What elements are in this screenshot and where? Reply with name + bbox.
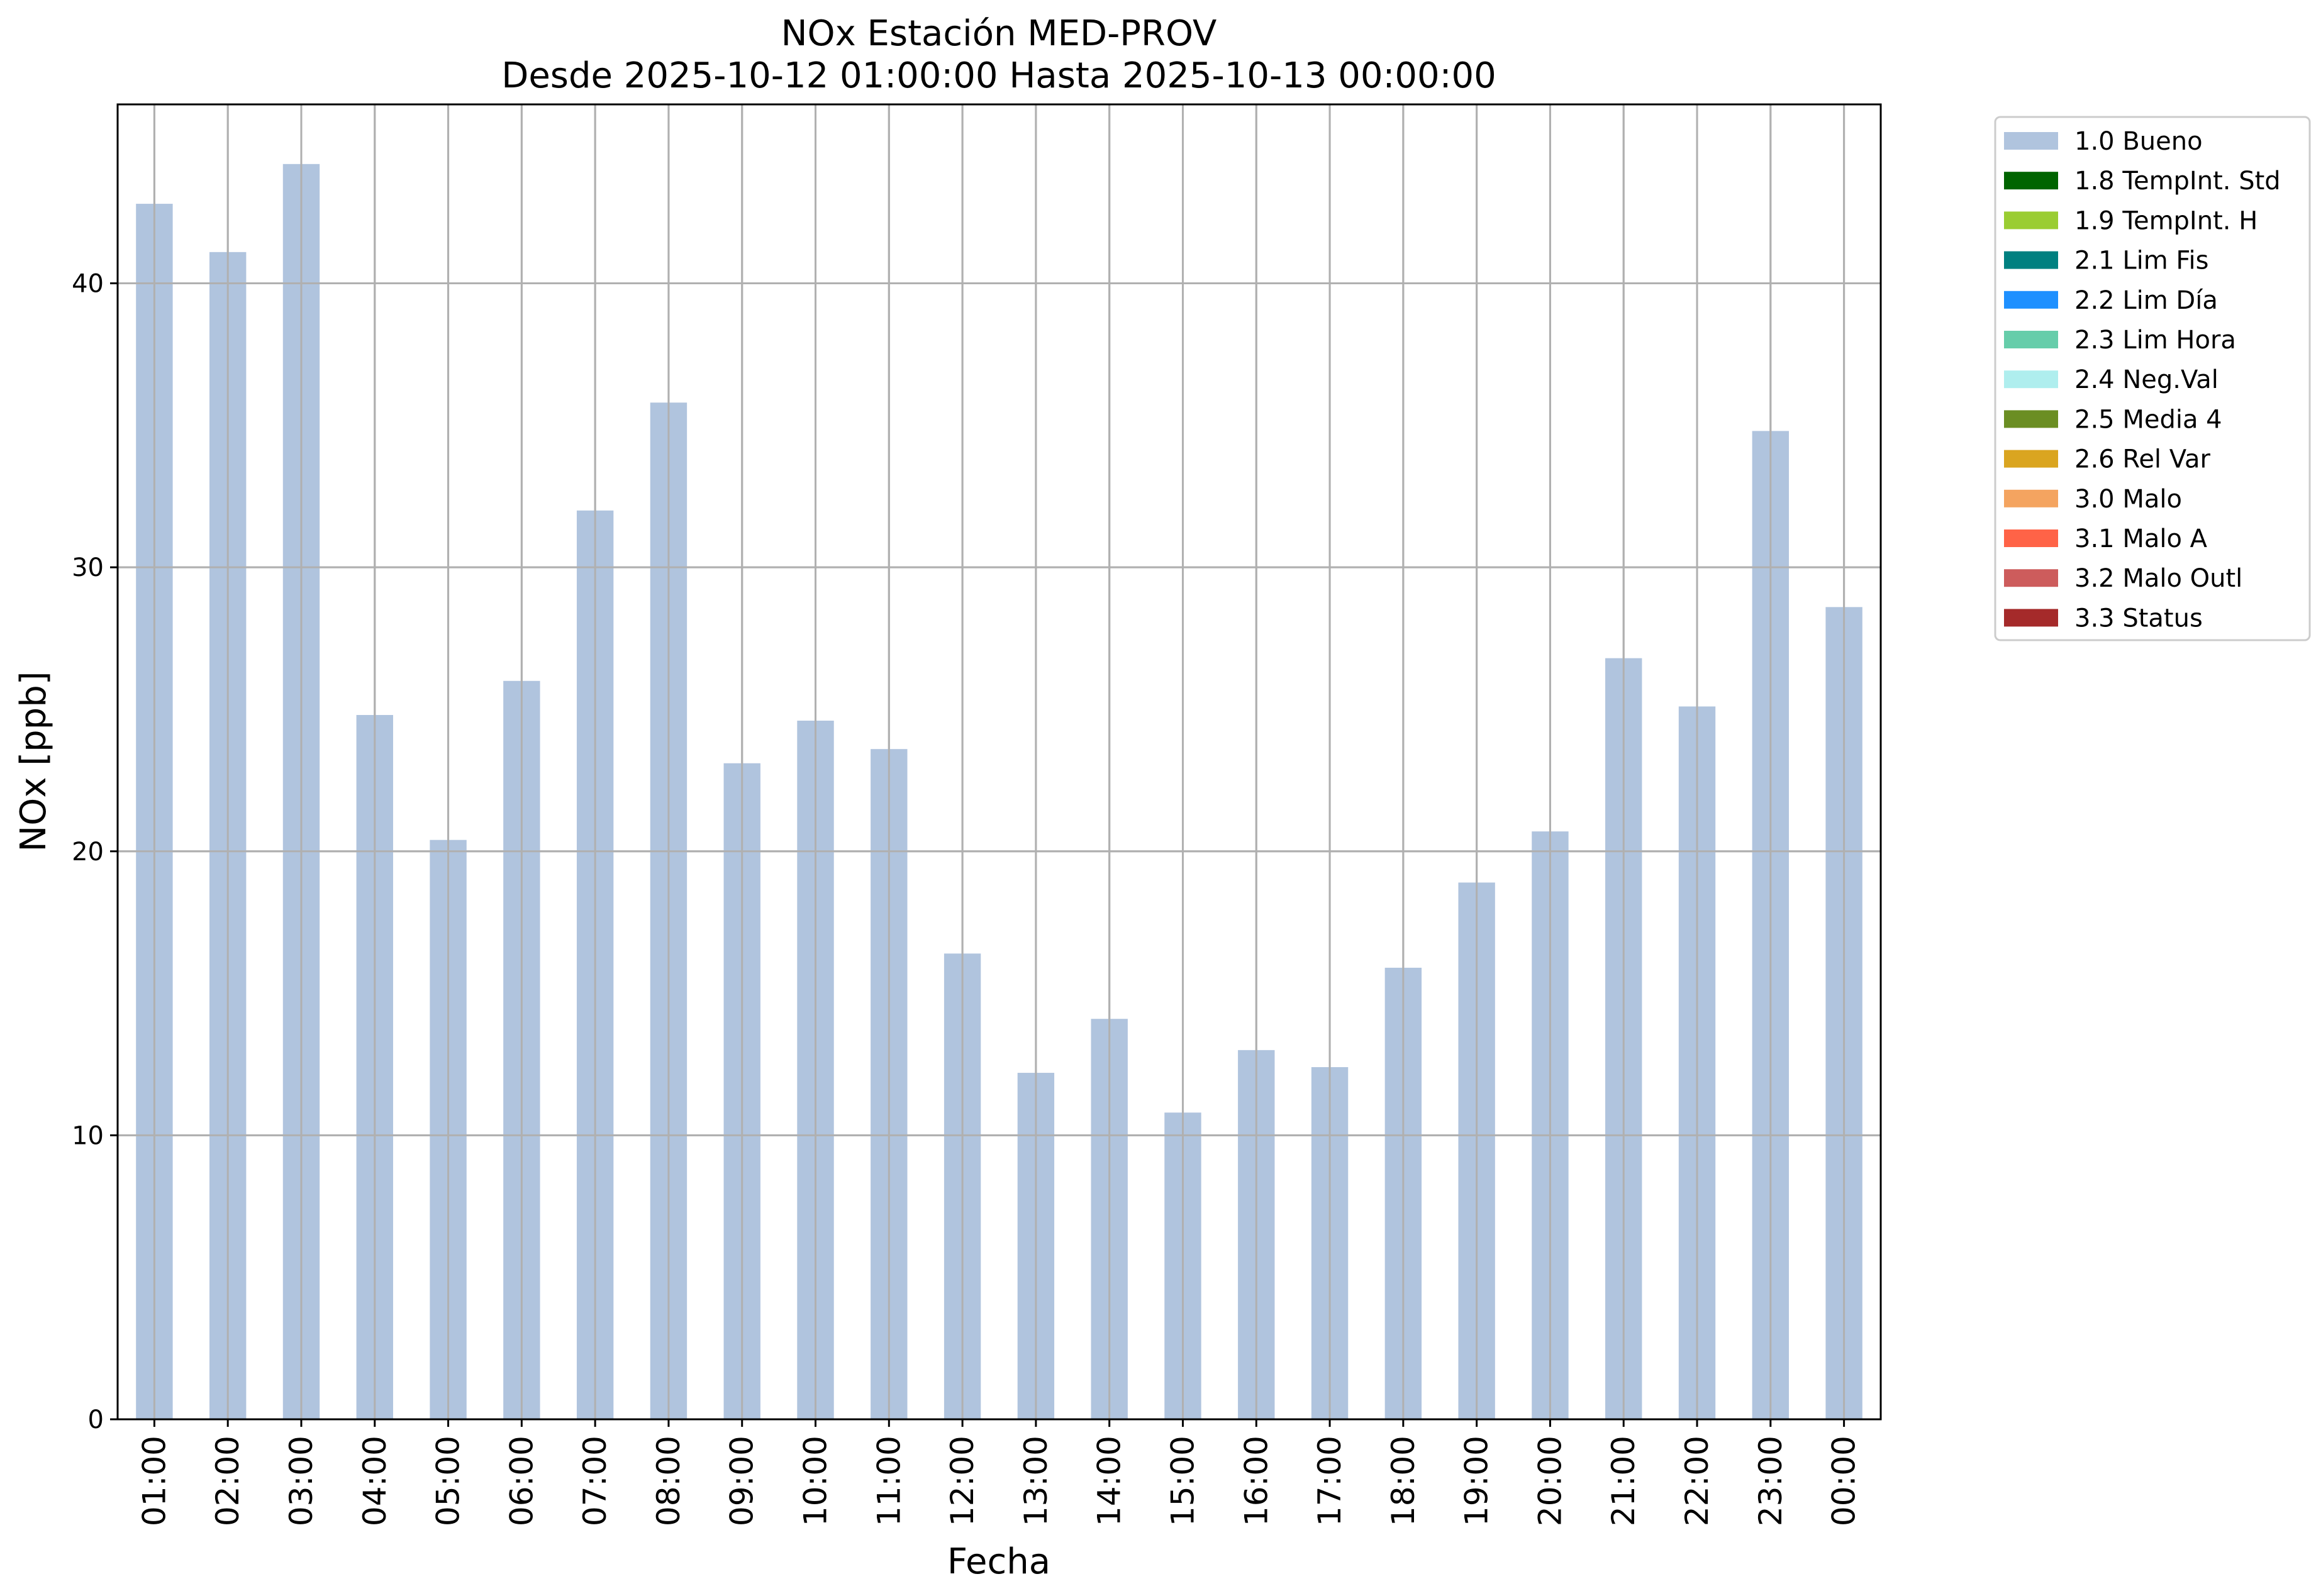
- x-tick-label: 12:00: [944, 1436, 981, 1526]
- x-tick-label: 02:00: [209, 1436, 246, 1526]
- y-tick-label: 20: [72, 838, 104, 867]
- legend-swatch: [2004, 450, 2058, 468]
- x-tick-label: 05:00: [430, 1436, 467, 1526]
- legend-swatch: [2004, 211, 2058, 230]
- x-tick-label: 17:00: [1311, 1436, 1348, 1526]
- plot-frame: [116, 103, 1882, 1421]
- legend-swatch: [2004, 489, 2058, 507]
- legend-label: 2.4 Neg.Val: [2074, 365, 2219, 394]
- x-tick-label: 16:00: [1238, 1436, 1274, 1526]
- legend-label: 3.2 Malo Outl: [2074, 564, 2242, 593]
- legend-label: 2.6 Rel Var: [2074, 445, 2211, 474]
- legend-swatch: [2004, 410, 2058, 428]
- y-tick-label: 0: [88, 1405, 104, 1434]
- legend-label: 3.1 Malo A: [2074, 524, 2208, 553]
- legend-label: 3.3 Status: [2074, 604, 2203, 633]
- legend-swatch: [2004, 251, 2058, 269]
- legend-label: 2.3 Lim Hora: [2074, 326, 2236, 355]
- legend-label: 2.5 Media 4: [2074, 405, 2222, 434]
- x-tick-label: 00:00: [1826, 1436, 1862, 1526]
- y-axis-label: NOx [ppb]: [13, 671, 54, 851]
- x-tick-label: 10:00: [798, 1436, 834, 1526]
- legend-label: 1.8 TempInt. Std: [2074, 167, 2281, 196]
- x-tick-label: 20:00: [1532, 1436, 1568, 1526]
- legend: 1.0 Bueno 1.8 TempInt. Std 1.9 TempInt. H 2…: [1994, 116, 2311, 641]
- chart-title: NOx Estación MED-PROV: [781, 13, 1217, 54]
- x-tick-label: 07:00: [577, 1436, 613, 1526]
- legend-label: 3.0 Malo: [2074, 485, 2182, 514]
- legend-swatch: [2004, 132, 2058, 150]
- legend-swatch: [2004, 331, 2058, 348]
- legend-swatch: [2004, 569, 2058, 587]
- x-tick-label: 23:00: [1752, 1436, 1789, 1526]
- x-tick-label: 14:00: [1091, 1436, 1128, 1526]
- legend-frame: [1994, 116, 2311, 641]
- legend-label: 1.9 TempInt. H: [2074, 206, 2258, 235]
- x-tick-label: 09:00: [724, 1436, 760, 1526]
- x-tick-label: 03:00: [283, 1436, 320, 1526]
- x-tick-label: 11:00: [871, 1436, 907, 1526]
- x-tick-label: 01:00: [136, 1436, 172, 1526]
- legend-swatch: [2004, 609, 2058, 627]
- x-tick-label: 08:00: [650, 1436, 687, 1526]
- y-tick-label: 30: [72, 553, 104, 582]
- chart-subtitle: Desde 2025-10-12 01:00:00 Hasta 2025-10-…: [501, 55, 1496, 96]
- x-axis-label: Fecha: [947, 1541, 1050, 1582]
- x-tick-label: 21:00: [1605, 1436, 1642, 1526]
- y-tick-label: 10: [72, 1121, 104, 1150]
- x-tick-label: 06:00: [503, 1436, 540, 1526]
- y-axis: 0 10 20 30 40: [72, 270, 118, 1434]
- bars-layer: [118, 104, 1881, 1420]
- x-tick-label: 13:00: [1018, 1436, 1054, 1526]
- legend-label: 1.0 Bueno: [2074, 127, 2203, 156]
- legend-label: 2.1 Lim Fis: [2074, 247, 2208, 275]
- legend-swatch: [2004, 172, 2058, 190]
- x-tick-label: 04:00: [357, 1436, 393, 1526]
- legend-label: 2.2 Lim Día: [2074, 286, 2218, 315]
- x-tick-label: 22:00: [1679, 1436, 1715, 1526]
- y-tick-label: 40: [72, 270, 104, 299]
- x-tick-label: 15:00: [1164, 1436, 1201, 1526]
- x-tick-label: 18:00: [1385, 1436, 1422, 1526]
- x-axis: 01:00 02:00 03:00 04:00 05:00 06:00 07:00 08:00…: [136, 1419, 1862, 1526]
- legend-swatch: [2004, 370, 2058, 389]
- legend-swatch: [2004, 529, 2058, 547]
- x-tick-label: 19:00: [1459, 1436, 1495, 1526]
- legend-swatch: [2004, 291, 2058, 309]
